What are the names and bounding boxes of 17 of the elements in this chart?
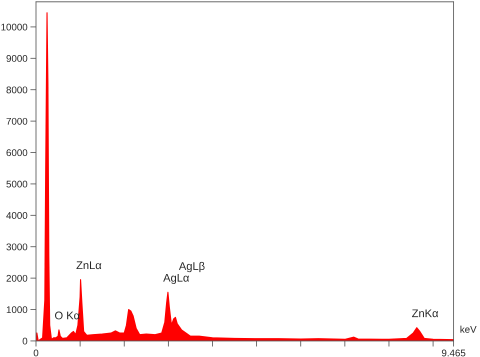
y-tick-label: 0 [22,338,28,345]
y-tick-label: 3000 [6,243,28,250]
annotation: ZnKα [412,309,438,318]
annotation: AgLα [163,274,190,284]
x-axis-title: keV [460,326,477,333]
y-tick-label: 6000 [6,149,28,156]
y-tick-label: 10000 [1,24,28,31]
annotation: AgLβ [178,262,205,272]
y-tick-label: 2000 [6,274,28,282]
y-tick-label: 4000 [6,212,28,219]
annotation: ZnLα [76,261,102,270]
y-tick-label: 1000 [6,306,28,314]
y-tick-label: 7000 [6,118,28,125]
y-tick-label: 9000 [6,55,28,62]
x-tick-label: 9.465 [442,350,466,356]
y-tick-label: 8000 [6,86,28,94]
y-tick-label: 5000 [6,180,28,188]
